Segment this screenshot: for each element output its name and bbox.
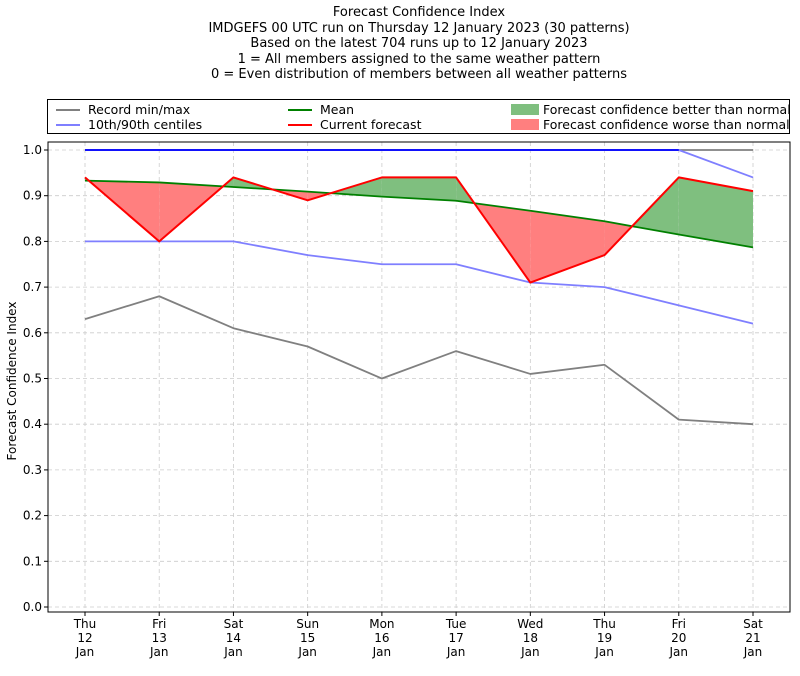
chart-title: Forecast Confidence Index <box>332 5 506 20</box>
x-tick-label: Fri <box>672 617 686 631</box>
x-tick-label: 14 <box>226 631 241 645</box>
x-tick-label: Thu <box>73 617 97 631</box>
centile-90th-line <box>85 149 754 179</box>
x-tick-label: Mon <box>369 617 394 631</box>
y-tick-label: 0.6 <box>23 326 42 340</box>
x-tick-label: Wed <box>517 617 543 631</box>
y-tick-label: 0.4 <box>23 417 42 431</box>
x-tick-label: Jan <box>520 645 540 659</box>
centile-10th-line <box>85 240 754 325</box>
x-tick-label: 15 <box>300 631 315 645</box>
plot-frame <box>47 141 791 613</box>
legend-swatch-better <box>511 104 539 115</box>
legend-swatch-centiles <box>56 124 80 126</box>
x-tick-label: Sat <box>224 617 244 631</box>
x-tick-label: Sun <box>296 617 319 631</box>
y-tick-label: 0.0 <box>23 600 42 614</box>
axis-layer: 0.00.10.20.30.40.50.60.70.80.91.0Thu12Ja… <box>23 141 791 659</box>
legend-label-mean: Mean <box>320 102 355 117</box>
chart-subtitle-one: 1 = All members assigned to the same wea… <box>237 51 601 67</box>
legend-label-better: Forecast confidence better than normal <box>543 102 791 117</box>
y-axis-label: Forecast Confidence Index <box>5 302 19 461</box>
record-min-line <box>84 295 754 426</box>
series-line-layer <box>84 149 754 426</box>
chart-subtitle-run: IMDGEFS 00 UTC run on Thursday 12 Januar… <box>208 20 630 36</box>
fill-better-than-normal <box>632 177 679 235</box>
fill-better-than-normal <box>381 177 457 201</box>
legend-label-forecast: Current forecast <box>320 117 422 132</box>
x-tick-label: 17 <box>448 631 463 645</box>
y-tick-label: 0.7 <box>23 280 42 294</box>
mean-line <box>84 179 754 249</box>
y-tick-label: 0.8 <box>23 234 42 248</box>
x-tick-label: Jan <box>669 645 689 659</box>
y-tick-label: 0.5 <box>23 372 42 386</box>
x-tick-label: 13 <box>152 631 167 645</box>
x-tick-label: 16 <box>374 631 389 645</box>
legend-swatch-record <box>56 109 80 111</box>
x-tick-label: Fri <box>152 617 166 631</box>
x-tick-label: Jan <box>446 645 466 659</box>
x-tick-label: Jan <box>743 645 763 659</box>
fill-better-than-normal <box>678 177 753 248</box>
x-tick-label: Tue <box>445 617 467 631</box>
x-tick-label: Jan <box>372 645 392 659</box>
current-forecast-line <box>84 176 754 284</box>
legend-swatch-mean <box>288 109 312 111</box>
y-tick-label: 0.9 <box>23 189 42 203</box>
x-tick-label: Jan <box>297 645 317 659</box>
chart-legend: Record min/max Mean Forecast confidence … <box>47 99 791 134</box>
x-tick-label: Jan <box>149 645 169 659</box>
x-tick-label: Jan <box>223 645 243 659</box>
legend-label-record: Record min/max <box>88 102 191 117</box>
legend-label-worse: Forecast confidence worse than normal <box>543 117 790 132</box>
x-tick-label: 21 <box>745 631 760 645</box>
x-tick-label: Thu <box>592 617 616 631</box>
legend-swatch-worse <box>511 119 539 130</box>
x-tick-label: Jan <box>594 645 614 659</box>
legend-swatch-forecast <box>288 124 312 126</box>
x-tick-label: 19 <box>597 631 612 645</box>
x-tick-label: 20 <box>671 631 686 645</box>
x-tick-label: 12 <box>77 631 92 645</box>
y-tick-label: 0.1 <box>23 554 42 568</box>
legend-label-centiles: 10th/90th centiles <box>88 117 203 132</box>
x-tick-label: Jan <box>75 645 95 659</box>
y-tick-label: 0.3 <box>23 463 42 477</box>
chart-title-block: Forecast Confidence Index IMDGEFS 00 UTC… <box>0 5 800 83</box>
chart-subtitle-zero: 0 = Even distribution of members between… <box>210 67 628 82</box>
y-tick-label: 1.0 <box>23 143 42 157</box>
y-tick-label: 0.2 <box>23 509 42 523</box>
x-tick-label: 18 <box>523 631 538 645</box>
fill-worse-than-normal <box>530 210 605 283</box>
x-tick-label: Sat <box>743 617 763 631</box>
chart-subtitle-based: Based on the latest 704 runs up to 12 Ja… <box>250 36 588 51</box>
